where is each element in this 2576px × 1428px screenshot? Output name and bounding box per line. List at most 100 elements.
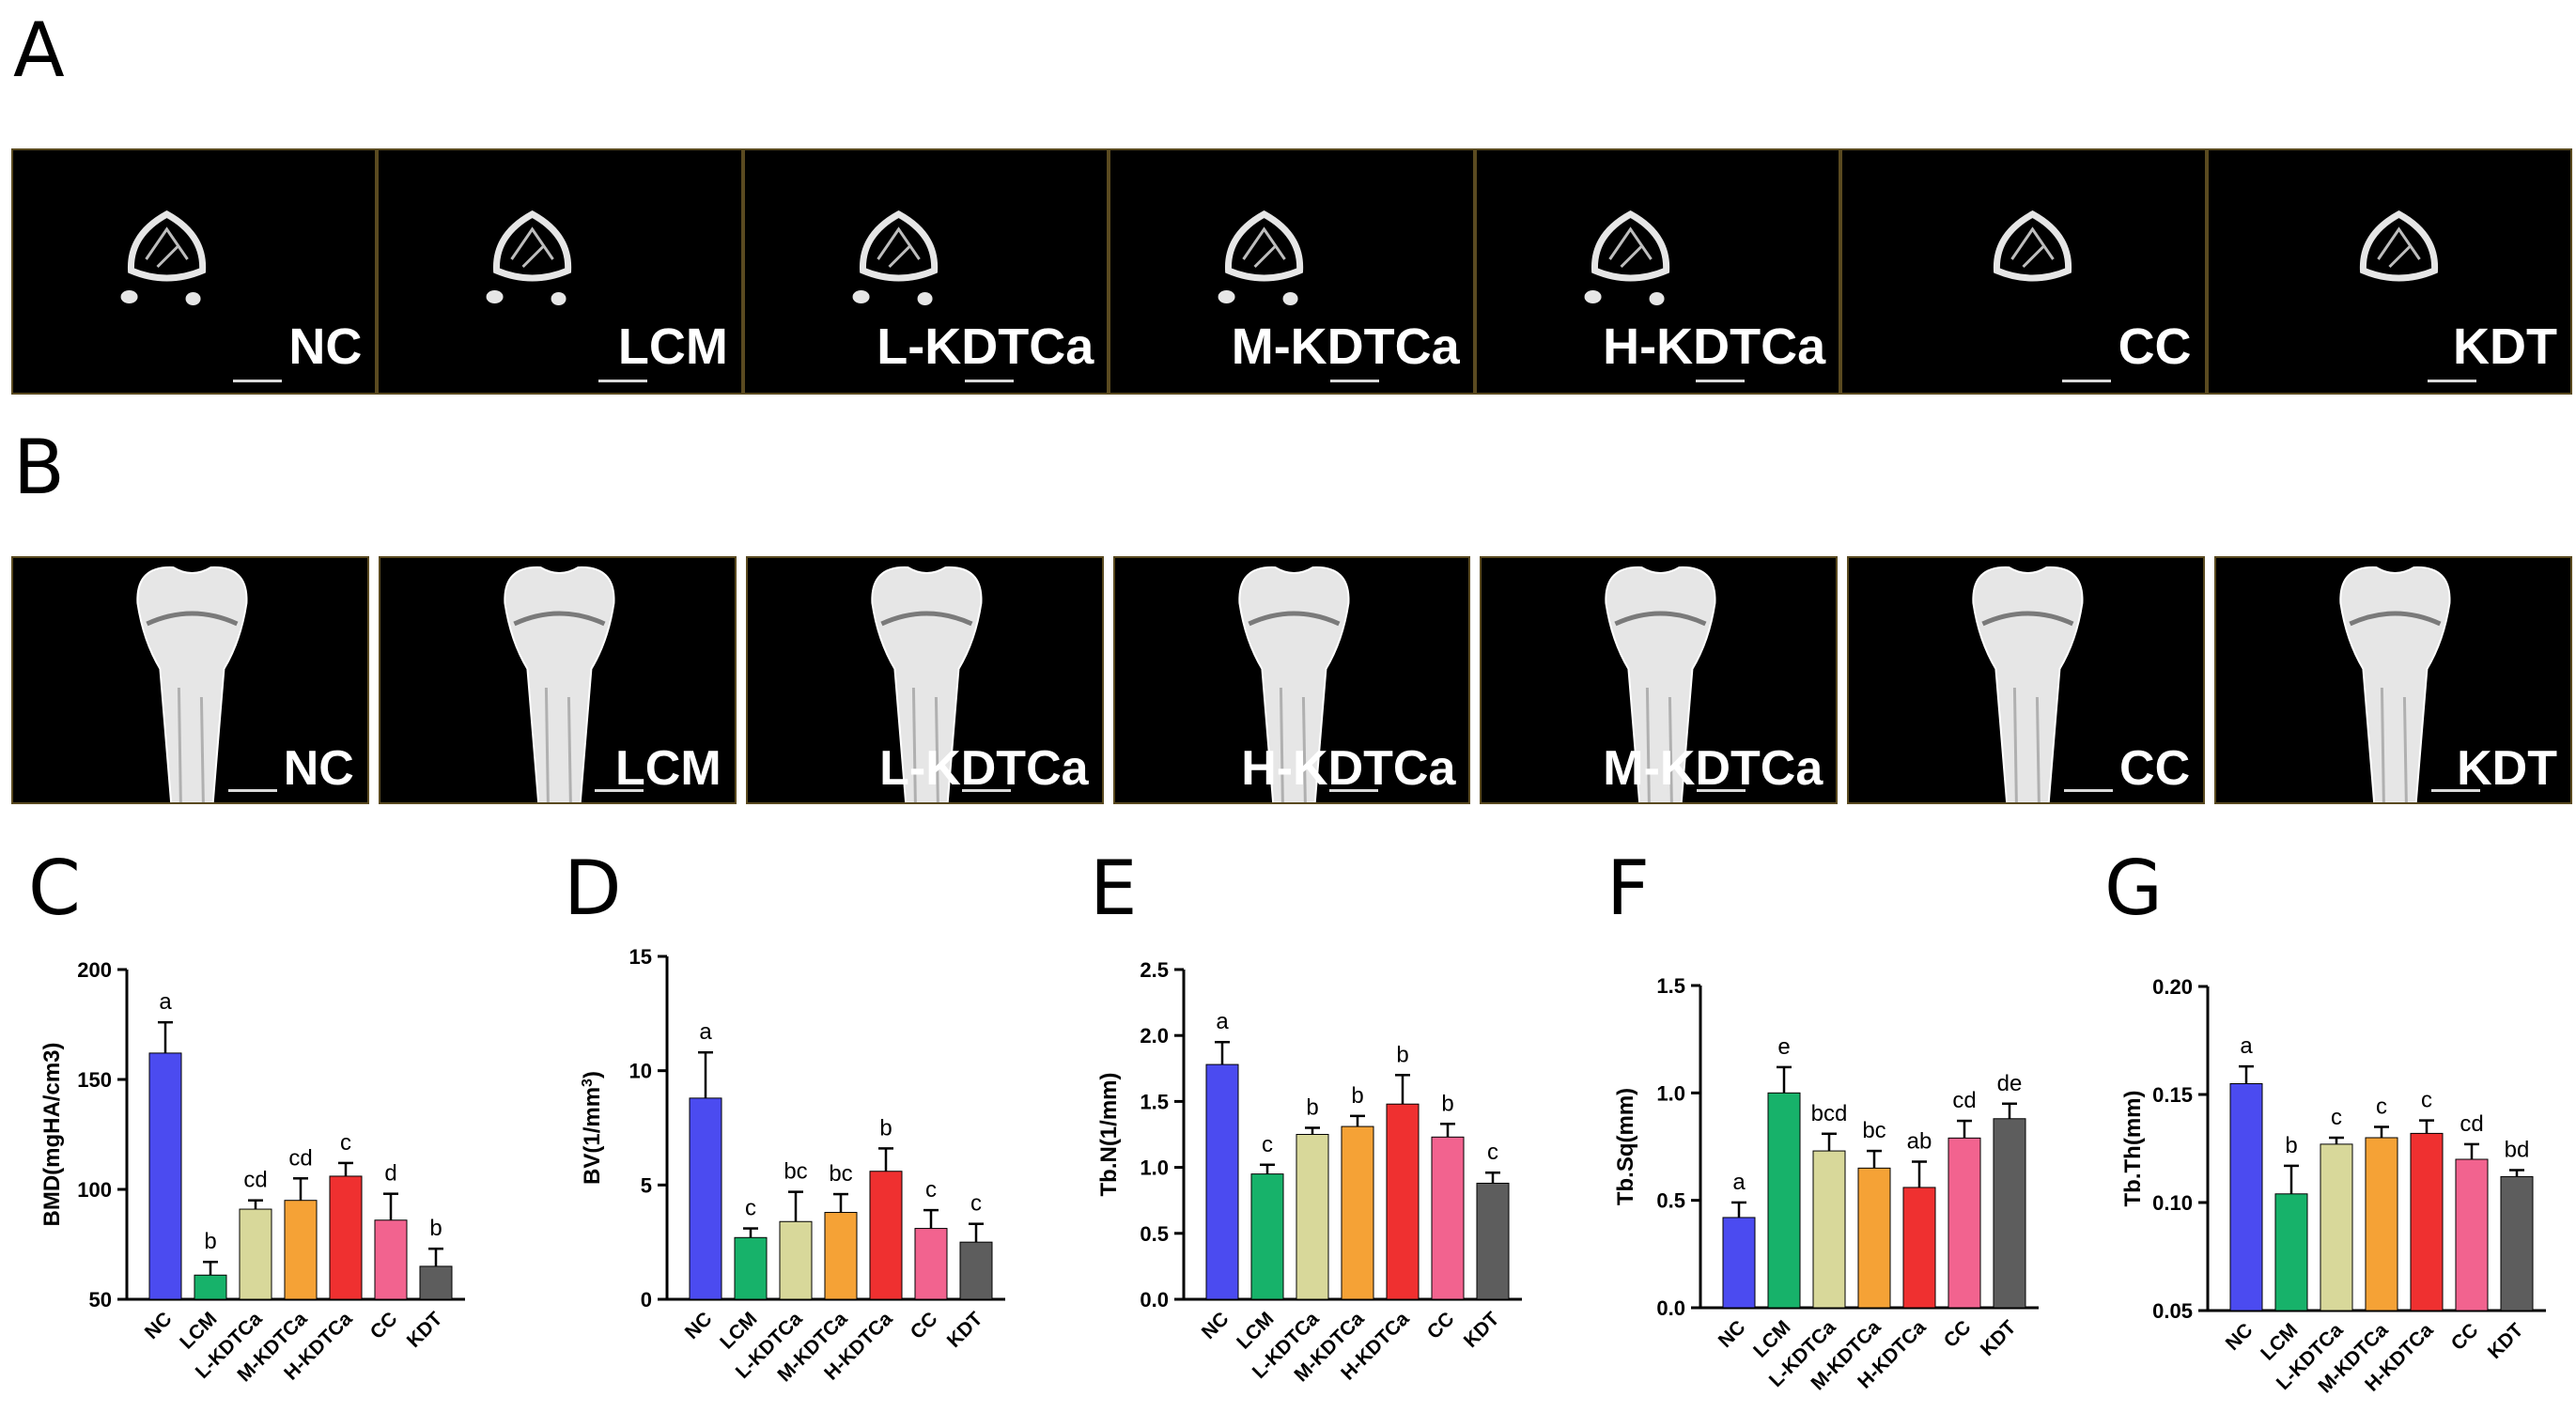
bone-image (1994, 210, 2072, 282)
significance-letter: c (1487, 1140, 1498, 1165)
fibula-dot (486, 289, 504, 303)
y-tick-label: 0.0 (1140, 1288, 1169, 1312)
bone-image (2359, 210, 2438, 282)
bar (2320, 1143, 2353, 1312)
scale-bar (1329, 380, 1379, 382)
bar (2365, 1137, 2398, 1312)
y-tick-label: 0.15 (2152, 1083, 2193, 1107)
bar (1993, 1118, 2026, 1309)
scale-bar (595, 789, 644, 792)
bone-cross-section (1225, 210, 1304, 282)
femur-shape (1605, 567, 1716, 802)
bar (284, 1200, 318, 1300)
bar (1722, 1217, 1756, 1309)
bar-chart-e: E 0.0 0.5 1.0 1.5 2.0 2.5 Tb.N(1/mm) a NC c LCM b L-K… (1090, 846, 1560, 1409)
fibula-dot (852, 289, 870, 303)
fibula-dot (551, 291, 566, 305)
panel-letter-a: A (13, 7, 65, 94)
micro-ct-tile: H-KDTCa (1474, 148, 1841, 395)
growth-plate-line (1247, 611, 1341, 627)
y-tick-label: 1.5 (1656, 974, 1685, 998)
scale-bar (598, 380, 648, 382)
bone-image (2339, 567, 2451, 802)
significance-letter: a (699, 1019, 712, 1045)
bar (2500, 1175, 2534, 1312)
fibula-dot (120, 289, 138, 303)
bar (239, 1208, 272, 1300)
y-axis-title: Tb.Sq(mm) (1613, 1088, 1638, 1205)
significance-letter: cd (243, 1168, 267, 1193)
scale-bar (962, 789, 1012, 792)
panel-letter-e: E (1090, 845, 1138, 932)
scale-bar (227, 789, 277, 792)
chart-svg: 0.050.100.150.20Tb.Th(mm)aNCbLCMcL-KDTCa… (2120, 975, 2546, 1397)
significance-letter: c (745, 1196, 756, 1221)
y-axis-title: Tb.N(1/mm) (1096, 1073, 1122, 1197)
y-tick-label: 0.5 (1656, 1189, 1685, 1213)
x-tick-label: KDT (2484, 1319, 2528, 1363)
bone-image (1605, 567, 1716, 802)
scale-bar (1696, 380, 1746, 382)
significance-letter: c (925, 1177, 937, 1203)
fibula-dot (1649, 291, 1665, 305)
femur-shape (2339, 567, 2451, 802)
panel-letter-f: F (1606, 845, 1651, 932)
bar-chart-g: G 0.05 0.10 0.15 0.20 Tb.Th(mm) a NC b LCM c L-KDTC… (2104, 846, 2574, 1409)
group-label: M-KDTCa (1603, 741, 1823, 796)
bar (2410, 1132, 2444, 1312)
cortex-lines (911, 687, 939, 802)
bar (329, 1175, 363, 1300)
scale-bar (964, 380, 1014, 382)
chart-svg: 0.00.51.01.5Tb.Sq(mm) aNCeLCMbcdL-KDTCabc… (1613, 974, 2039, 1394)
group-label: M-KDTCa (1231, 318, 1460, 375)
significance-letter: cd (2460, 1111, 2483, 1137)
growth-plate-line (513, 611, 606, 627)
micro-ct-tile: L-KDTCa (742, 148, 1110, 395)
scale-bar (1329, 789, 1379, 792)
scale-bar (2063, 789, 2113, 792)
cortex-lines (2381, 687, 2408, 802)
bone-image (1584, 210, 1669, 305)
bar (1250, 1173, 1284, 1300)
panel-letter-b: B (13, 424, 65, 511)
femur-shape (1237, 567, 1349, 802)
bone-image (486, 210, 572, 305)
bar (734, 1236, 768, 1300)
bone-image (1972, 567, 2084, 802)
bar (824, 1212, 858, 1300)
significance-letter: e (1777, 1034, 1790, 1060)
bone-cross-section (493, 210, 572, 282)
bar (1341, 1125, 1374, 1300)
x-tick-label: KDT (403, 1308, 447, 1352)
x-tick-label: NC (681, 1308, 717, 1343)
significance-letter: c (2376, 1094, 2387, 1120)
bone-image (1218, 210, 1304, 305)
y-tick-label: 15 (629, 945, 652, 969)
bar (2229, 1083, 2263, 1312)
fibula-dot (1218, 289, 1235, 303)
bar (869, 1171, 903, 1300)
group-label: LCM (617, 318, 728, 375)
y-tick-label: 150 (77, 1068, 112, 1092)
micro-ct-tile: LCM (378, 556, 737, 804)
cortex-lines (2013, 687, 2041, 802)
y-axis-title-text: Tb.Sq(mm) (1613, 1088, 1638, 1205)
significance-letter: b (1351, 1083, 1363, 1109)
bar (2274, 1193, 2308, 1312)
bar (1431, 1136, 1465, 1300)
growth-plate-line (2349, 611, 2442, 627)
significance-letter: cd (1952, 1088, 1976, 1113)
significance-letter: a (159, 989, 172, 1015)
bar (1812, 1150, 1846, 1309)
group-label: L-KDTCa (879, 741, 1089, 796)
group-label: H-KDTCa (1241, 741, 1456, 796)
panel-letter-c: C (28, 845, 81, 932)
significance-letter: b (204, 1229, 216, 1254)
y-tick-label: 10 (629, 1060, 652, 1083)
bar (689, 1097, 722, 1300)
scale-bar (2428, 380, 2477, 382)
panel-letter-d: D (564, 845, 622, 932)
y-tick-label: 0 (641, 1288, 652, 1312)
bar (1902, 1187, 1936, 1309)
y-tick-label: 0.05 (2152, 1299, 2193, 1323)
